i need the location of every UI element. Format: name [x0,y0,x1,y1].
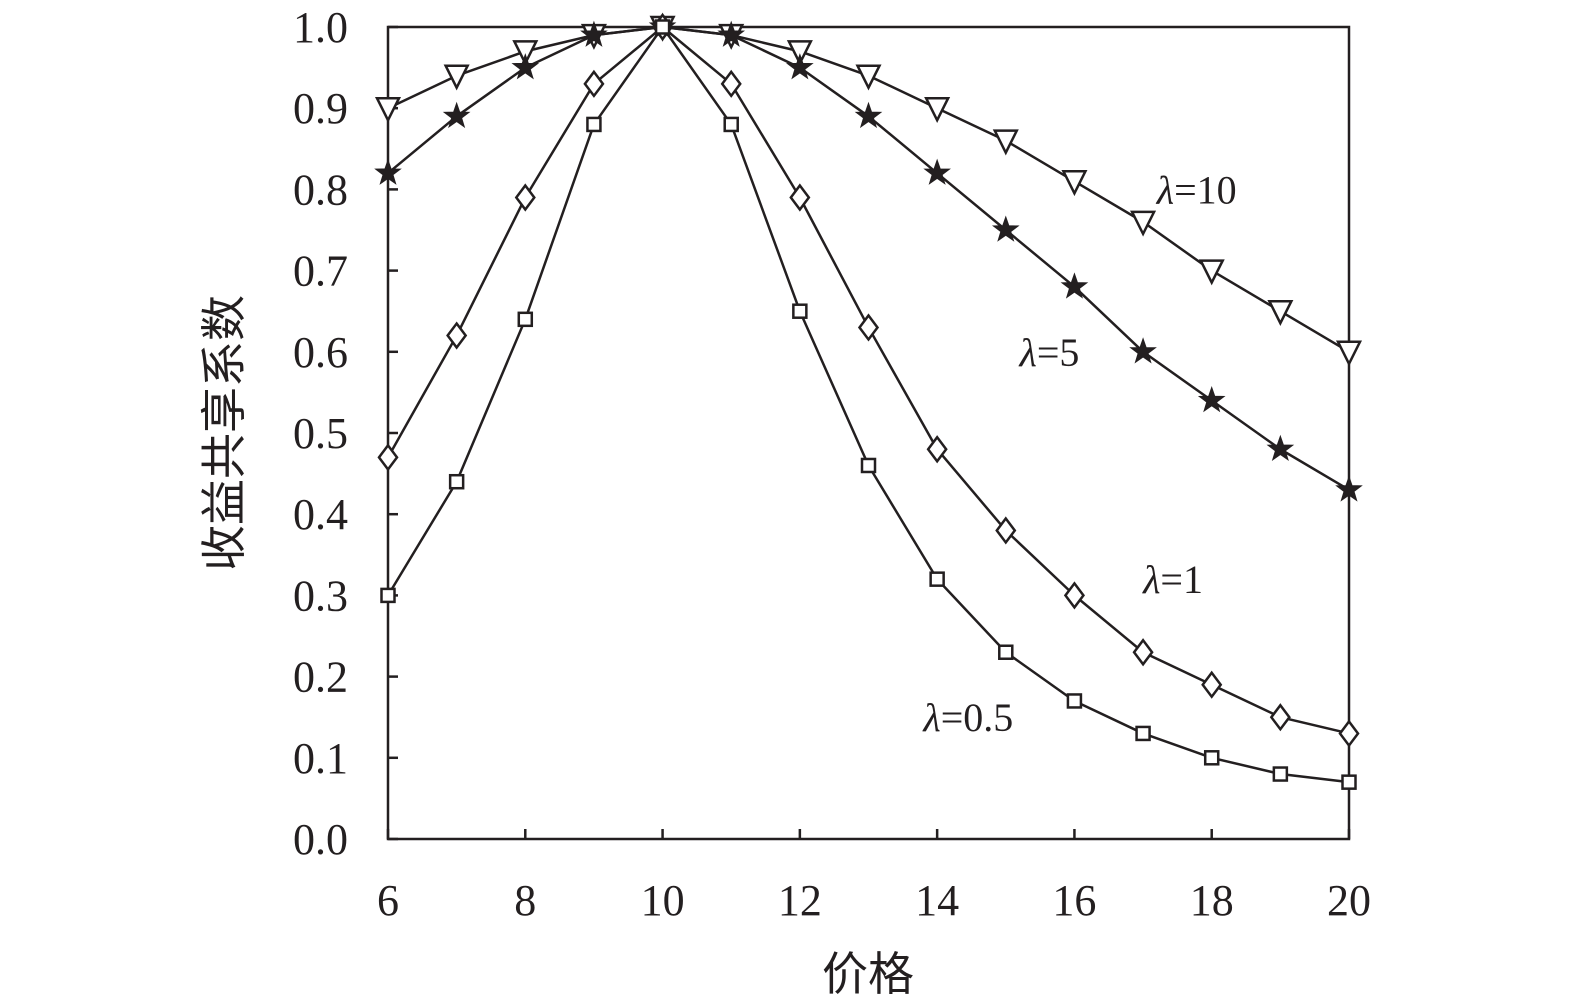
series-line [386,25,1350,735]
series-labels: λ=10λ=5λ=1λ=0.5 [922,167,1236,740]
data-point-square [1341,774,1357,790]
data-point-triangle [1061,170,1088,197]
data-point-triangle [1198,259,1225,286]
data-point-triangle [443,64,470,91]
series-line [387,25,1350,491]
series-line [386,25,1350,784]
y-tick-label: 0.5 [293,409,348,458]
series-diamond [377,12,1360,748]
series-label-lambda: λ [1019,330,1037,375]
series-label-value: =5 [1037,330,1080,375]
y-tick-label: 0.7 [293,247,348,296]
data-point-square [586,116,602,133]
data-point-diamond [1132,638,1154,667]
data-point-diamond [514,183,536,212]
y-tick-label: 0.6 [293,328,348,377]
series-label-value: =1 [1160,557,1203,602]
x-tick-label: 10 [641,876,685,925]
data-point-diamond [857,313,880,342]
y-tick-label: 1.0 [293,3,348,52]
data-point-diamond [583,69,605,98]
data-point-triangle [374,96,402,123]
data-point-diamond [1269,703,1291,732]
data-point-square [1135,725,1151,742]
data-point-diamond [995,516,1017,545]
data-point-square [1203,750,1220,766]
y-axis: 0.0 0.1 0.2 0.3 0.4 0.5 0.6 0.7 0.8 0.9 1.0 [293,3,398,864]
y-tick-label: 0.0 [293,815,348,864]
data-point-diamond [1201,670,1223,699]
data-point-star [854,101,883,129]
data-point-diamond [446,321,468,350]
x-tick-label: 12 [778,876,822,925]
data-point-triangle [855,64,882,91]
data-point-triangle [924,96,951,123]
x-tick-label: 6 [377,876,399,925]
data-point-star [991,215,1020,242]
data-point-star [1197,385,1226,413]
data-point-triangle [786,40,813,67]
data-point-square [380,587,396,604]
data-point-star [1060,272,1089,299]
data-point-square [448,473,465,490]
plot-frame [386,25,1351,841]
y-tick-label: 0.9 [293,84,348,133]
series-label: λ=0.5 [922,695,1013,740]
data-point-star [580,20,608,47]
data-point-square [1066,693,1083,709]
series-label: λ=10 [1156,167,1237,212]
data-point-square [998,644,1014,660]
data-point-square [517,311,534,328]
x-axis: 6 8 10 12 14 16 18 20 [377,829,1371,925]
x-tick-label: 16 [1052,876,1096,925]
data-point-star [786,53,814,80]
data-point-square [1272,766,1289,782]
data-point-diamond [1063,581,1085,610]
data-point-star [923,158,951,185]
series-label-lambda: λ [1142,557,1160,602]
y-tick-label: 0.2 [293,653,348,702]
data-point-diamond [720,69,742,98]
data-point-triangle [1335,340,1363,367]
data-point-triangle [512,40,539,67]
data-point-star [1335,475,1363,502]
data-point-triangle [1267,299,1294,326]
data-point-star [442,101,471,129]
data-point-square [654,19,671,35]
data-point-diamond [1338,719,1360,748]
data-point-diamond [789,183,811,212]
data-point-square [792,303,808,319]
data-point-star [1266,434,1295,461]
series-square [380,19,1357,790]
data-point-square [860,457,877,474]
series-layer [374,12,1363,790]
data-point-star [717,20,746,47]
series-label-value: =0.5 [941,695,1014,740]
y-tick-label: 0.1 [293,734,348,783]
series-label-value: =10 [1174,167,1237,212]
y-tick-label: 0.4 [293,490,348,539]
data-point-square [723,116,739,133]
data-point-star [374,158,402,185]
x-tick-label: 8 [514,876,536,925]
x-axis-title: 价格 [822,949,914,1000]
data-point-star [1129,337,1157,364]
data-point-triangle [1130,210,1157,237]
x-tick-label: 18 [1190,876,1234,925]
data-point-square [929,571,945,587]
data-point-diamond [377,443,399,472]
series-label: λ=1 [1142,557,1203,602]
data-point-star [511,53,540,80]
series-label: λ=5 [1019,330,1080,375]
data-point-triangle [992,129,1019,156]
y-tick-label: 0.8 [293,165,348,214]
x-tick-label: 20 [1327,876,1371,925]
series-label-lambda: λ [922,695,940,740]
y-axis-title: 收益共享系数 [199,295,250,571]
series-label-lambda: λ [1156,167,1174,212]
y-tick-label: 0.3 [293,571,348,620]
data-point-diamond [926,435,948,464]
x-tick-label: 14 [915,876,959,925]
